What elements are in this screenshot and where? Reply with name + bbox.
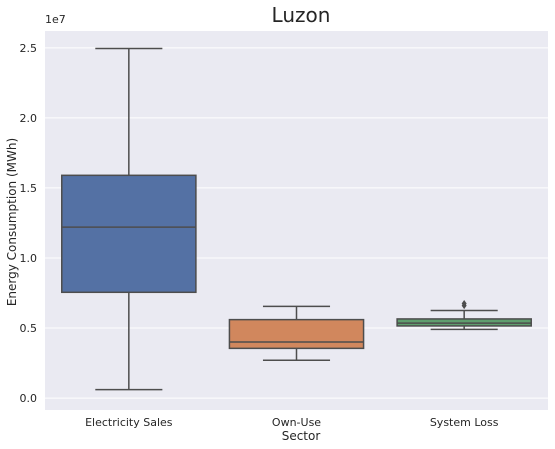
box-system-loss: [396, 300, 532, 331]
y-axis-label: Energy Consumption (MWh): [5, 138, 19, 306]
y-axis-offset-label: 1e7: [45, 13, 66, 26]
iqr-box: [61, 174, 197, 294]
x-axis-label: Sector: [282, 429, 321, 443]
x-tick-label: Electricity Sales: [85, 416, 173, 429]
iqr-box: [228, 318, 365, 350]
y-tick-label: 0.0: [20, 392, 38, 405]
y-tick-label: 2.0: [20, 112, 38, 125]
x-tick-labels: Electricity Sales Own-Use System Loss: [85, 416, 499, 429]
box-own-use: [228, 305, 365, 362]
boxes-group: [61, 47, 532, 391]
chart-title: Luzon: [272, 3, 331, 27]
y-tick-label: 1.0: [20, 252, 38, 265]
y-tick-label: 2.5: [20, 42, 38, 55]
outlier-point: [461, 300, 467, 308]
x-tick-label: System Loss: [430, 416, 499, 429]
y-tick-label: 1.5: [20, 182, 38, 195]
x-tick-label: Own-Use: [272, 416, 321, 429]
y-tick-label: 0.5: [20, 322, 38, 335]
y-tick-labels: 0.0 0.5 1.0 1.5 2.0 2.5: [20, 42, 38, 405]
box-electricity-sales: [61, 47, 197, 391]
